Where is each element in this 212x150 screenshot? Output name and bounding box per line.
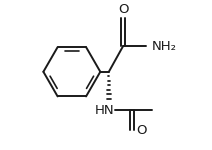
Text: HN: HN — [95, 104, 114, 117]
Text: NH₂: NH₂ — [152, 40, 177, 53]
Text: O: O — [118, 3, 128, 16]
Text: O: O — [137, 124, 147, 137]
